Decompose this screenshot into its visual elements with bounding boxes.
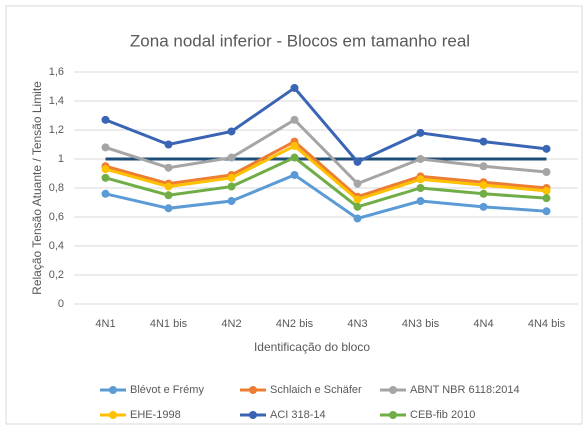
y-tick-label: 0,2 bbox=[49, 269, 64, 281]
data-point bbox=[353, 195, 362, 204]
data-point bbox=[227, 197, 236, 206]
x-tick-label: 4N1 bbox=[95, 318, 115, 330]
x-axis-label: Identificação do bloco bbox=[254, 340, 370, 354]
y-tick-label: 1,6 bbox=[49, 66, 64, 78]
y-tick-label: 0,4 bbox=[49, 240, 64, 252]
legend-swatch-dot bbox=[249, 411, 257, 419]
data-point bbox=[227, 127, 236, 136]
legend-label: ACI 318-14 bbox=[270, 409, 326, 421]
data-point bbox=[101, 115, 110, 124]
data-point bbox=[227, 173, 236, 182]
data-point bbox=[164, 163, 173, 172]
data-point bbox=[227, 182, 236, 191]
legend-label: EHE-1998 bbox=[130, 409, 181, 421]
data-point bbox=[290, 141, 299, 150]
data-point bbox=[101, 143, 110, 152]
legend-swatch-dot bbox=[389, 386, 397, 394]
data-point bbox=[479, 137, 488, 146]
legend-label: CEB-fib 2010 bbox=[410, 409, 475, 421]
data-point bbox=[164, 140, 173, 149]
data-point bbox=[542, 194, 551, 203]
x-tick-label: 4N3 bis bbox=[402, 318, 440, 330]
series-line bbox=[104, 85, 547, 164]
y-tick-label: 1,4 bbox=[49, 95, 64, 107]
data-point bbox=[416, 155, 425, 163]
data-point bbox=[542, 207, 551, 216]
data-point bbox=[479, 162, 488, 171]
y-tick-label: 0,6 bbox=[49, 211, 64, 223]
legend-label: Schlaich e Schäfer bbox=[270, 384, 362, 396]
y-tick-label: 0 bbox=[58, 298, 64, 310]
series-line bbox=[105, 144, 547, 202]
data-point bbox=[479, 189, 488, 198]
data-point bbox=[101, 173, 110, 182]
data-point bbox=[164, 204, 173, 213]
data-point bbox=[290, 115, 299, 124]
x-tick-label: 4N4 bbox=[473, 318, 493, 330]
data-point bbox=[542, 168, 551, 177]
x-tick-label: 4N1 bis bbox=[150, 318, 188, 330]
series-line bbox=[105, 139, 547, 199]
x-tick-label: 4N3 bbox=[347, 318, 367, 330]
data-point bbox=[290, 83, 299, 92]
data-point bbox=[479, 181, 488, 190]
data-point bbox=[290, 170, 299, 179]
data-point bbox=[542, 144, 551, 153]
data-point bbox=[353, 214, 362, 223]
x-tick-label: 4N2 bbox=[221, 318, 241, 330]
data-point bbox=[416, 175, 425, 184]
series-line bbox=[105, 155, 547, 209]
chart-title: Zona nodal inferior - Blocos em tamanho … bbox=[130, 31, 470, 50]
data-point bbox=[416, 197, 425, 206]
legend-swatch-dot bbox=[109, 386, 117, 394]
legend-swatch-dot bbox=[109, 411, 117, 419]
data-point bbox=[542, 186, 551, 195]
y-tick-label: 0,8 bbox=[49, 182, 64, 194]
data-point bbox=[101, 165, 110, 174]
x-tick-label: 4N4 bis bbox=[528, 318, 566, 330]
series-line bbox=[105, 173, 547, 221]
data-point bbox=[416, 128, 425, 137]
x-tick-label: 4N2 bis bbox=[276, 318, 314, 330]
data-point bbox=[227, 153, 236, 162]
data-point bbox=[353, 202, 362, 211]
y-tick-label: 1,2 bbox=[49, 124, 64, 136]
series-line bbox=[105, 117, 547, 186]
data-point bbox=[164, 191, 173, 200]
data-point bbox=[164, 182, 173, 191]
data-point bbox=[353, 157, 362, 166]
y-tick-label: 1 bbox=[58, 153, 64, 165]
data-point bbox=[416, 184, 425, 192]
legend-swatch-dot bbox=[389, 411, 397, 419]
legend-label: Blévot e Frémy bbox=[130, 384, 204, 396]
chart-border bbox=[5, 5, 583, 425]
legend-swatch-dot bbox=[249, 386, 257, 394]
data-point bbox=[479, 202, 488, 211]
data-point bbox=[101, 189, 110, 198]
data-point bbox=[290, 153, 299, 162]
data-point bbox=[353, 179, 362, 188]
y-axis-label: Relação Tensão Atuante / Tensão Limite bbox=[30, 81, 44, 295]
legend-label: ABNT NBR 6118:2014 bbox=[410, 384, 520, 396]
